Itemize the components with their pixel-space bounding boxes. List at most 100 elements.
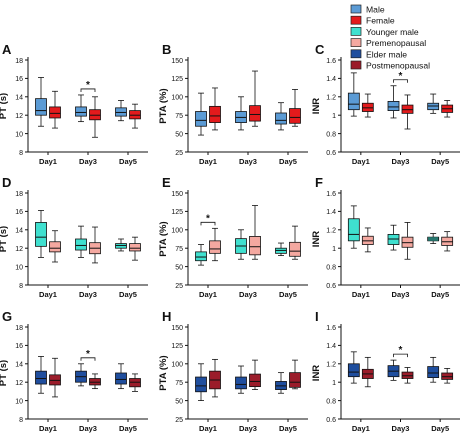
x-tick-label: Day5 [119,424,137,433]
box-female [129,103,141,129]
box-iqr [289,372,301,388]
panel-i: I 0.6 0.8 1 1.2 1.4 1.6 INR Day1 Day3 * Day5 [311,309,460,433]
box-iqr [249,373,261,388]
significance-star: * [399,71,403,82]
x-tick-label: Day1 [199,157,217,166]
y-tick-label: 100 [171,362,183,369]
y-tick-label: 8 [19,417,23,424]
y-tick-label: 100 [171,228,183,235]
y-tick-label: 16 [15,209,23,216]
legend-swatch [350,27,362,36]
x-tick-label: Day5 [431,157,449,166]
y-tick-label: 25 [175,417,183,424]
box-postmenopausal [89,373,101,390]
box-postmenopausal [49,357,61,398]
panel-c: C 0.6 0.8 1 1.2 1.4 1.6 INR Day1 Day3 * Day5 [311,42,460,166]
panel-letter: F [315,175,323,190]
y-tick-label: 1.4 [326,76,336,83]
y-tick-label: 14 [15,228,23,235]
significance-bracket [200,221,216,226]
box-premenopausal [249,205,261,260]
box-premenopausal [401,222,414,260]
y-axis-label: PT (s) [0,93,9,119]
x-tick-label: Day3 [392,424,410,433]
y-tick-label: 1.6 [326,191,336,198]
legend-label: Elder male [366,49,407,59]
y-tick-label: 75 [175,380,183,387]
x-tick-label: Day1 [39,290,57,299]
y-axis-label: INR [311,365,322,382]
box-premenopausal [441,231,454,252]
box-iqr [275,112,287,125]
significance-star: * [399,345,403,356]
box-iqr [35,222,47,247]
panel-e: E 25 50 75 100 125 150 PTA (%) Day1 * Day3 Day5 [158,175,308,299]
legend-label: Premenopausal [366,38,426,48]
box-male [427,93,440,114]
x-tick-label: Day1 [199,290,217,299]
box-younger-male [195,244,207,266]
box-iqr [289,108,301,124]
significance-star: * [86,80,90,91]
box-younger-male [427,233,440,245]
y-tick-label: 0.6 [326,417,336,424]
significance-star: * [86,349,90,360]
box-iqr [235,376,247,390]
y-tick-label: 75 [175,113,183,120]
x-tick-label: Day3 [392,157,410,166]
y-tick-label: 16 [15,343,23,350]
y-tick-label: 1.4 [326,209,336,216]
panel-b: B 25 50 75 100 125 150 PTA (%) Day1 Day3 Day5 [158,42,308,166]
x-tick-label: Day5 [279,157,297,166]
box-female [49,90,61,129]
box-male [275,102,287,131]
panel-f: F 0.6 0.8 1 1.2 1.4 1.6 INR Day1 Day3 Day5 [311,175,460,299]
box-elder-male [195,363,207,402]
y-tick-label: 125 [171,76,183,83]
legend-label: Postmenopausal [366,61,430,71]
box-younger-male [275,242,287,256]
x-tick-label: Day5 [119,290,137,299]
box-iqr [49,241,61,253]
y-tick-label: 14 [15,95,23,102]
box-postmenopausal [441,367,454,384]
panel-a: A 8 10 12 14 16 18 PT (s) Day1 Day3 * Day5 [0,42,148,166]
y-tick-label: 0.6 [326,150,336,157]
box-younger-male [347,205,360,249]
box-premenopausal [89,226,101,264]
significance-star: * [206,213,210,224]
x-tick-label: Day5 [431,424,449,433]
y-tick-label: 18 [15,325,23,332]
box-postmenopausal [289,359,301,390]
y-tick-label: 8 [19,150,23,157]
y-axis-label: PTA (%) [158,88,169,123]
box-postmenopausal [401,367,414,384]
panel-d: D 8 10 12 14 16 18 PT (s) Day1 Day3 Day5 [0,175,148,299]
box-iqr [195,251,207,262]
x-tick-label: Day3 [79,290,97,299]
y-axis-label: PTA (%) [158,221,169,256]
box-iqr [347,92,360,111]
x-tick-label: Day3 [239,157,257,166]
y-tick-label: 1.6 [326,325,336,332]
box-premenopausal [361,227,374,253]
y-tick-label: 18 [15,58,23,65]
box-premenopausal [49,230,61,263]
box-postmenopausal [249,359,261,390]
panel-g: G 8 10 12 14 16 18 PT (s) Day1 Day3 * Day5 [0,309,148,433]
box-iqr [347,218,360,242]
y-tick-label: 150 [171,58,183,65]
panel-letter: D [2,175,11,190]
y-axis-label: PTA (%) [158,355,169,390]
box-iqr [35,370,47,385]
y-tick-label: 18 [15,191,23,198]
panel-letter: B [162,42,171,57]
y-tick-label: 50 [175,264,183,271]
x-tick-label: Day5 [431,290,449,299]
x-tick-label: Day1 [199,424,217,433]
y-tick-label: 10 [15,131,23,138]
y-tick-label: 1.2 [326,228,336,235]
x-tick-label: Day5 [279,424,297,433]
panel-letter: I [315,309,319,324]
box-iqr [249,105,261,122]
